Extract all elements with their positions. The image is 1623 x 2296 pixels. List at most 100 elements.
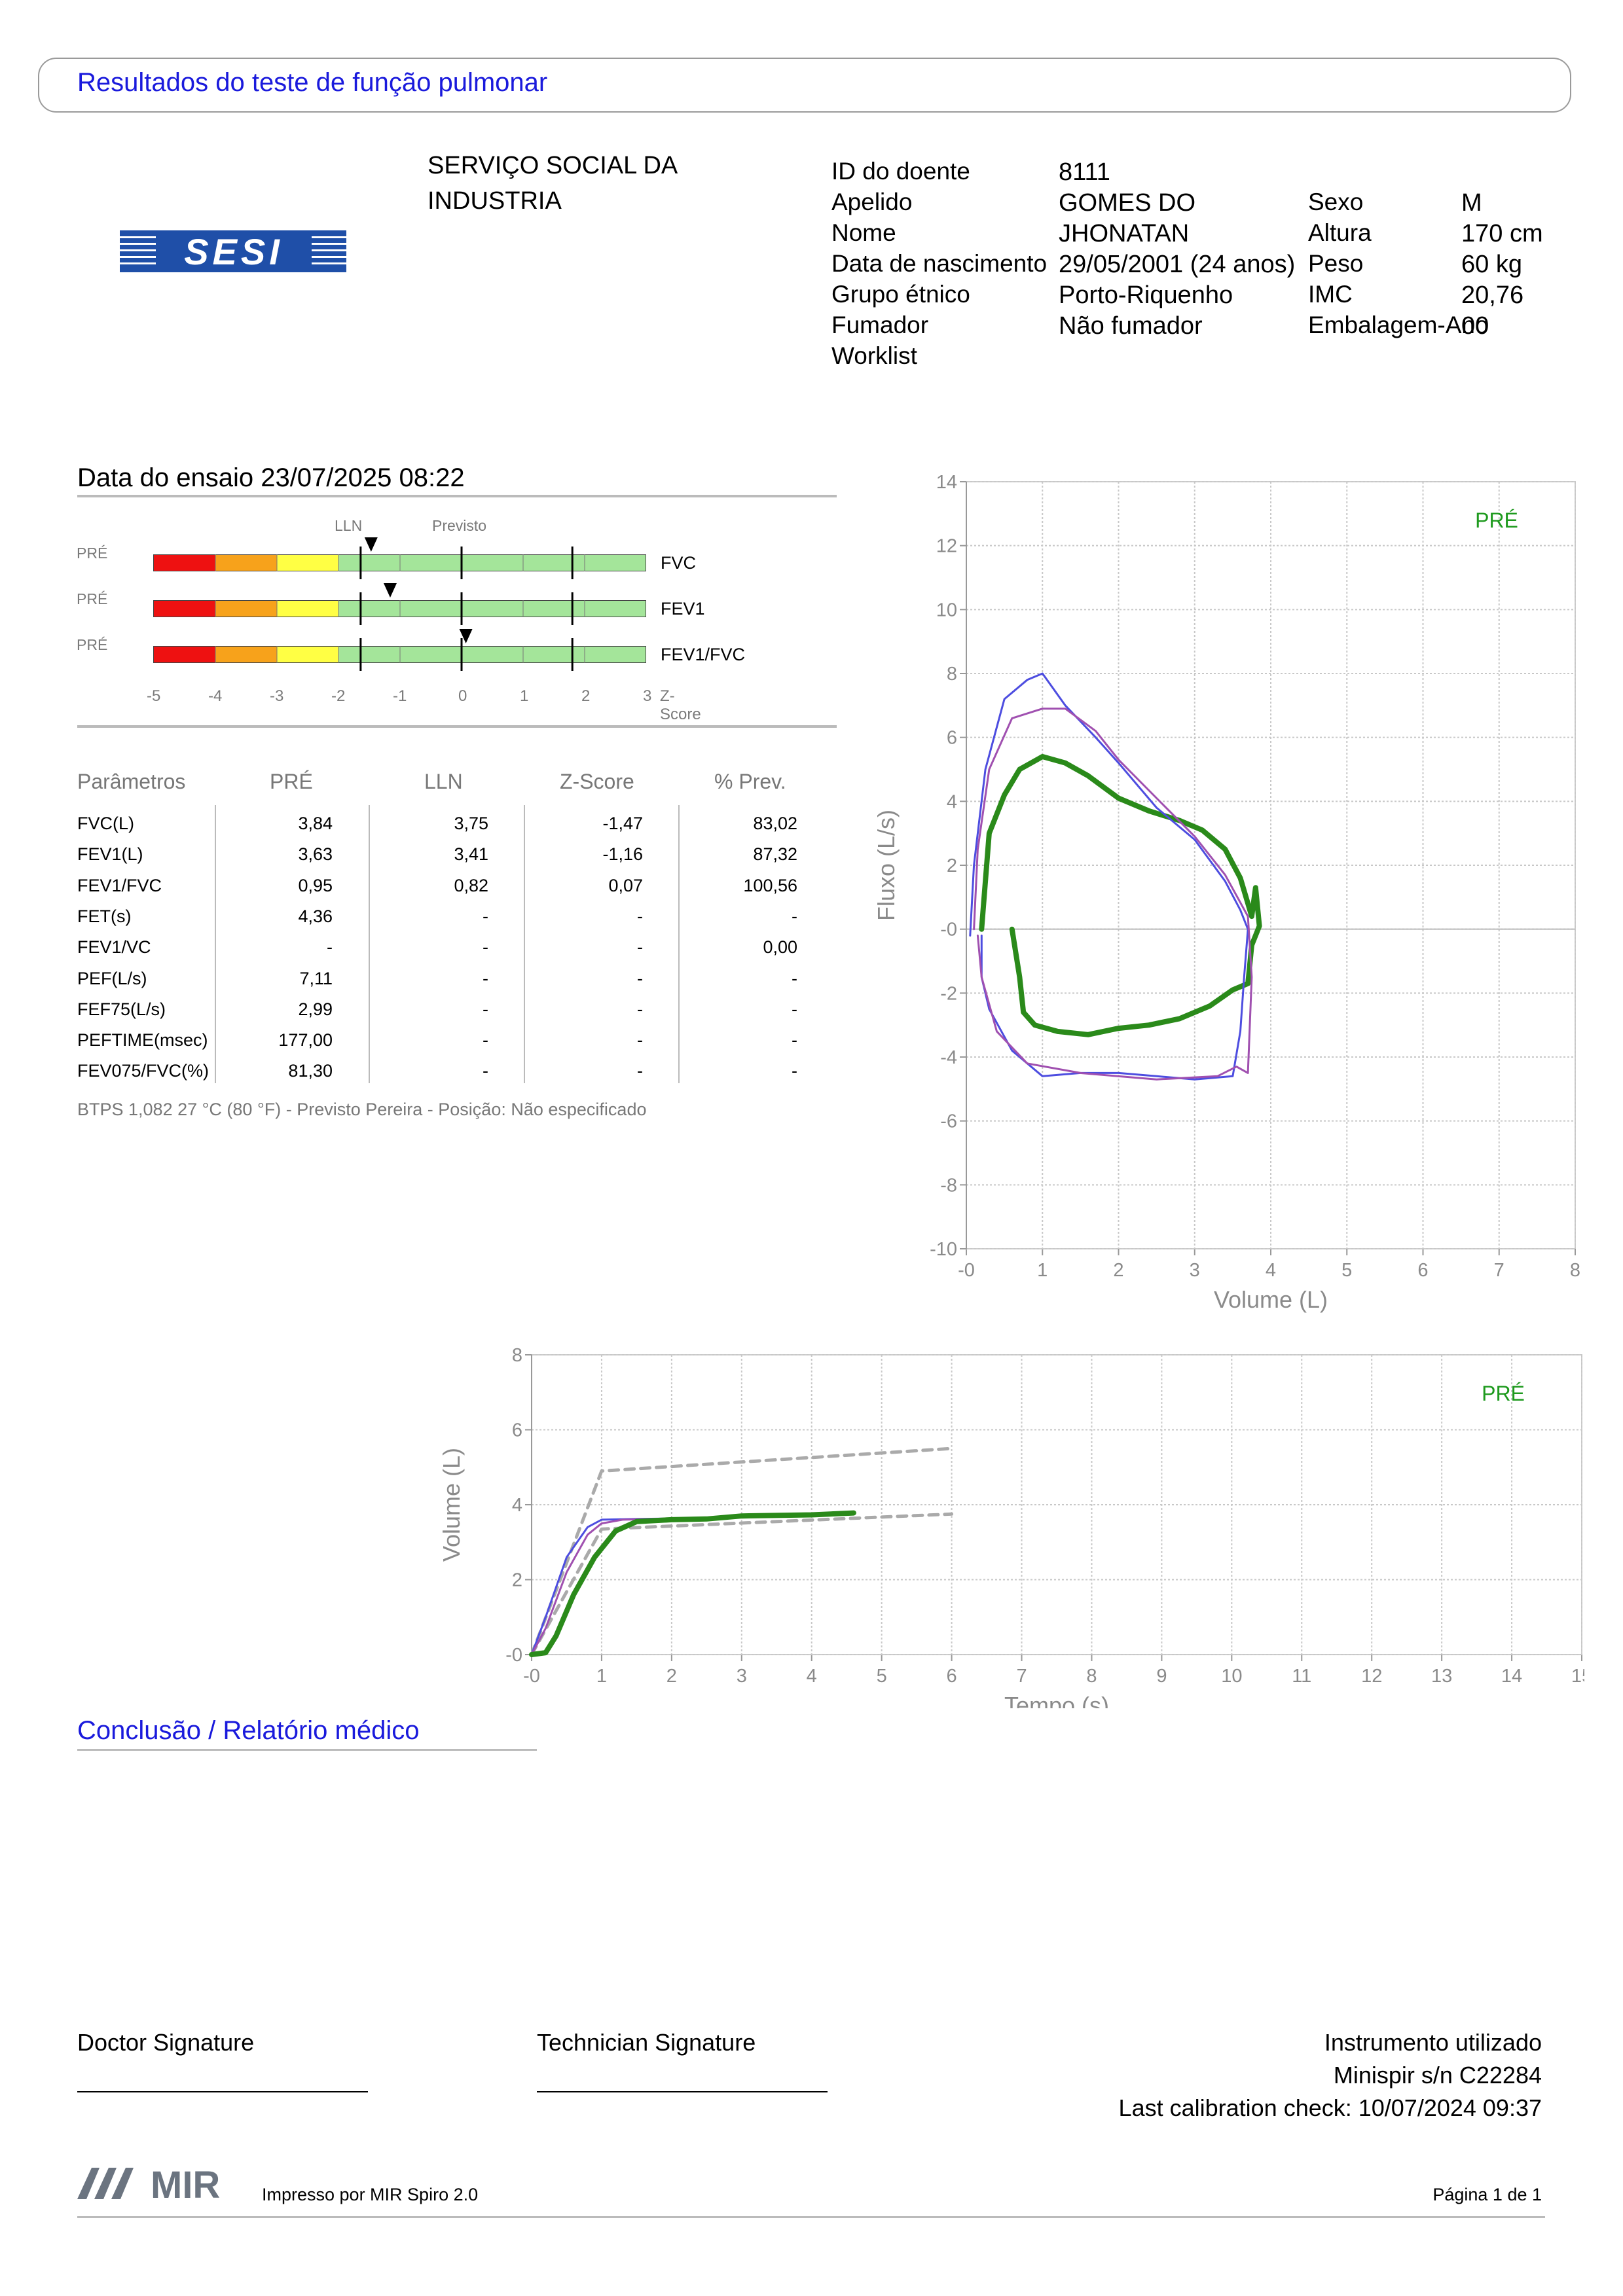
zscore-marker xyxy=(364,537,378,552)
param-value-cell: 3,75 xyxy=(454,814,488,833)
param-value-cell: - xyxy=(637,999,643,1019)
page-number: Página 1 de 1 xyxy=(1432,2185,1542,2204)
divider xyxy=(77,495,837,497)
param-name-cell: FEV1/VC xyxy=(77,937,151,958)
param-value-cell: - xyxy=(327,937,333,958)
param-value-cell: - xyxy=(792,999,797,1019)
param-value-cell: - xyxy=(483,1061,488,1081)
x-tick-label: -0 xyxy=(523,1666,540,1687)
param-value-cell: 4,36 xyxy=(298,906,333,926)
logo-text: SESI xyxy=(184,231,283,272)
param-name-cell: PEF(L/s) xyxy=(77,968,147,988)
patient-label-id: ID do doente xyxy=(831,158,970,185)
patient-label-height: Altura xyxy=(1308,219,1372,246)
x-axis-label: Tempo (s) xyxy=(1004,1692,1109,1708)
param-name-cell: FET(s) xyxy=(77,906,132,926)
param-name-cell: FVC(L) xyxy=(77,814,134,833)
param-value-cell: - xyxy=(637,968,643,988)
param-value-cell: 3,84 xyxy=(298,814,333,833)
y-tick-label: -0 xyxy=(505,1645,522,1666)
table-footnote: BTPS 1,082 27 °C (80 °F) - Previsto Pere… xyxy=(77,1100,647,1119)
param-value-cell: 81,30 xyxy=(288,1061,333,1081)
param-name-cell: FEV075/FVC(%) xyxy=(77,1061,210,1081)
x-tick-label: 14 xyxy=(1501,1666,1522,1687)
param-name-cell: FEF75(L/s) xyxy=(77,999,166,1019)
footer-divider xyxy=(77,2216,1545,2218)
x-tick-label: 6 xyxy=(947,1666,957,1687)
x-tick-label: 8 xyxy=(1086,1666,1097,1687)
patient-value-sex: M xyxy=(1461,189,1482,217)
x-tick-label: -0 xyxy=(958,1260,975,1281)
zrow-phase: PRÉ xyxy=(77,636,108,653)
flow-volume-chart: -0 1 2 3 4 5 6 7 81412108642-0-2-4-6-8-10Volume … xyxy=(873,472,1580,1313)
param-value-cell: 3,41 xyxy=(454,844,488,865)
series-line xyxy=(969,672,1249,1081)
param-value-cell: - xyxy=(792,906,797,926)
param-value-cell: 87,32 xyxy=(753,844,797,865)
patient-label-pack-years: Embalagem-Ano xyxy=(1308,312,1489,338)
patient-label-smoker: Fumador xyxy=(831,312,929,338)
y-tick-label: -4 xyxy=(940,1047,957,1068)
patient-value-ethnic: Porto-Riquenho xyxy=(1059,281,1233,309)
printed-by: Impresso por MIR Spiro 2.0 xyxy=(262,2185,479,2204)
lln-header: LLN xyxy=(335,517,363,534)
mir-logo: MIR xyxy=(77,2164,247,2206)
x-tick-label: 13 xyxy=(1431,1666,1452,1687)
x-tick-label: 1 xyxy=(1037,1260,1048,1281)
calibration-check: Last calibration check: 10/07/2024 09:37 xyxy=(1118,2094,1542,2121)
zscore-marker xyxy=(383,583,397,598)
institution-line1: SERVIÇO SOCIAL DA xyxy=(428,152,678,179)
plot-area xyxy=(531,1354,1582,1655)
x-tick-label: 1 xyxy=(596,1666,607,1687)
title-frame xyxy=(38,58,1571,113)
series-line xyxy=(973,708,1253,1081)
param-value-cell: - xyxy=(792,968,797,988)
zrow-name-fvc: FVC xyxy=(661,553,696,573)
patient-label-name: Nome xyxy=(831,219,896,246)
column-separator xyxy=(369,805,370,1083)
series-line xyxy=(979,754,1262,1037)
patient-value-dob: 29/05/2001 (24 anos) xyxy=(1059,251,1296,278)
patient-label-sex: Sexo xyxy=(1308,188,1364,215)
param-value-cell: 83,02 xyxy=(753,814,797,833)
zbar-fev1-fvc xyxy=(153,646,646,663)
patient-value-smoker: Não fumador xyxy=(1059,312,1203,340)
zaxis-tick: 2 xyxy=(581,687,591,705)
divider xyxy=(77,725,837,728)
y-tick-label: -6 xyxy=(940,1111,957,1132)
legend-label: PRÉ xyxy=(1482,1382,1525,1405)
param-value-cell: - xyxy=(483,906,488,926)
zscore-marker xyxy=(459,629,473,643)
instrument-serial: Minispir s/n C22284 xyxy=(1333,2062,1542,2089)
table-header: PRÉ xyxy=(270,770,313,793)
x-tick-label: 2 xyxy=(666,1666,677,1687)
param-value-cell: - xyxy=(483,968,488,988)
technician-signature-line xyxy=(537,2091,828,2092)
y-tick-label: 4 xyxy=(947,791,957,812)
zrow-name-fev1: FEV1 xyxy=(661,599,705,619)
param-value-cell: - xyxy=(637,1061,643,1081)
patient-label-ethnic: Grupo étnico xyxy=(831,281,970,308)
x-tick-label: 12 xyxy=(1361,1666,1382,1687)
x-tick-label: 3 xyxy=(737,1666,747,1687)
x-tick-label: 11 xyxy=(1292,1666,1311,1687)
patient-value-bmi: 20,76 xyxy=(1461,281,1524,309)
y-tick-label: 12 xyxy=(936,536,957,557)
x-tick-label: 7 xyxy=(1016,1666,1027,1687)
institution-line2: INDUSTRIA xyxy=(428,187,562,215)
technician-signature-label: Technician Signature xyxy=(537,2029,756,2056)
patient-value-height: 170 cm xyxy=(1461,220,1543,247)
zaxis-tick: -4 xyxy=(208,687,223,705)
zaxis-tick: -1 xyxy=(393,687,407,705)
y-tick-label: -2 xyxy=(940,983,957,1004)
patient-value-name: JHONATAN xyxy=(1059,220,1190,247)
param-value-cell: -1,47 xyxy=(602,814,643,833)
param-value-cell: 100,56 xyxy=(743,875,797,895)
param-value-cell: 0,00 xyxy=(763,937,797,958)
patient-value-weight: 60 kg xyxy=(1461,251,1522,278)
x-tick-label: 2 xyxy=(1113,1260,1123,1281)
y-tick-label: -8 xyxy=(940,1175,957,1196)
param-name-cell: FEV1(L) xyxy=(77,844,143,865)
divider xyxy=(77,1749,537,1751)
x-tick-label: 7 xyxy=(1494,1260,1504,1281)
